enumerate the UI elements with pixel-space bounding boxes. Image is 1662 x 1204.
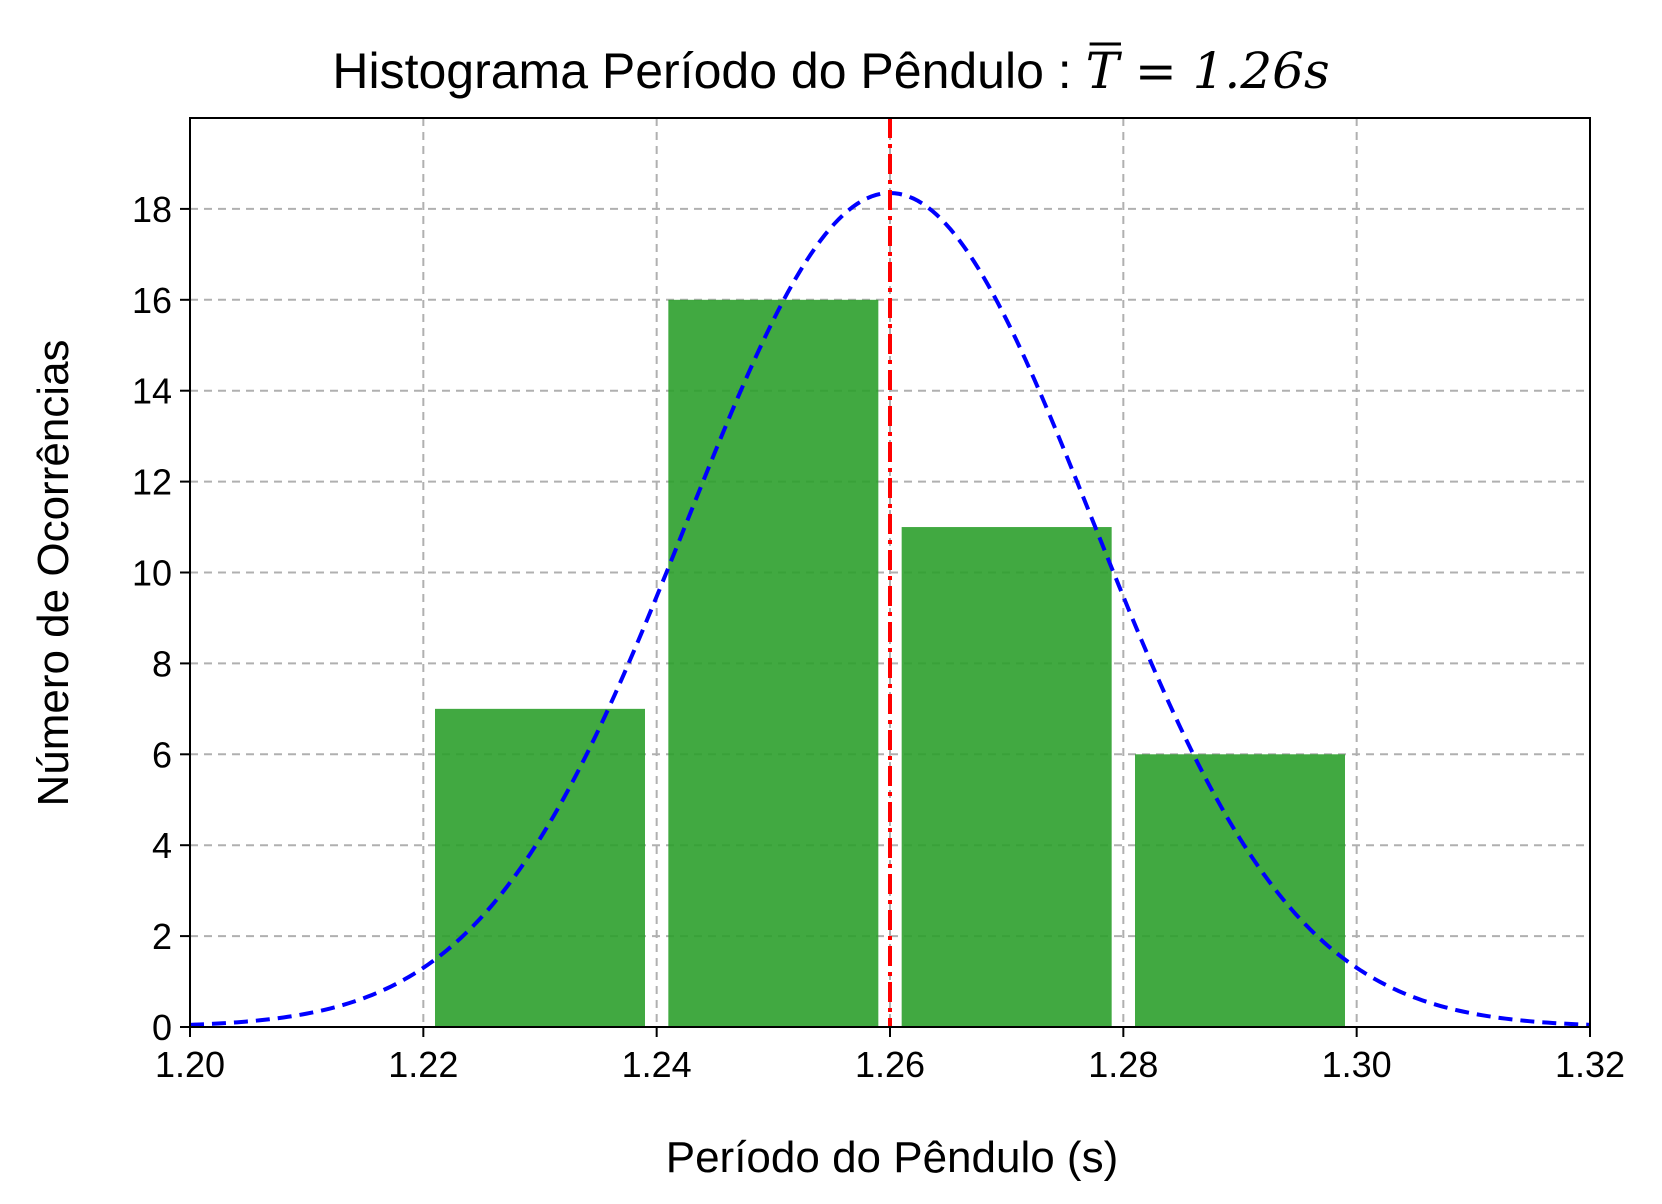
- y-tick-label: 14: [132, 371, 172, 412]
- x-axis-ticks: 1.20 1.22 1.24 1.26 1.28 1.30 1.32: [155, 1027, 1625, 1085]
- y-tick-label: 6: [152, 734, 172, 775]
- y-axis-ticks: 0 2 4 6 8 10 12 14 16 18: [132, 189, 190, 1048]
- x-tick-label: 1.24: [622, 1044, 692, 1085]
- x-tick-label: 1.20: [155, 1044, 225, 1085]
- y-tick-label: 4: [152, 825, 172, 866]
- y-tick-label: 18: [132, 189, 172, 230]
- x-tick-label: 1.22: [388, 1044, 458, 1085]
- y-tick-label: 16: [132, 280, 172, 321]
- x-tick-label: 1.30: [1322, 1044, 1392, 1085]
- y-axis-label: Número de Ocorrências: [29, 339, 78, 806]
- y-tick-label: 10: [132, 553, 172, 594]
- histogram-bars: [435, 299, 1345, 1027]
- chart-title-text: Histograma Período do Pêndulo :: [332, 43, 1085, 99]
- histogram-bar: [901, 527, 1112, 1027]
- x-tick-label: 1.32: [1555, 1044, 1625, 1085]
- histogram-bar: [1135, 754, 1345, 1027]
- y-tick-label: 2: [152, 916, 172, 957]
- y-tick-label: 12: [132, 462, 172, 503]
- x-tick-label: 1.28: [1088, 1044, 1158, 1085]
- chart-title-math: T = 1.26s: [1086, 42, 1330, 100]
- histogram-bar: [435, 708, 645, 1027]
- y-tick-label: 8: [152, 643, 172, 684]
- chart-title: Histograma Período do Pêndulo : T = 1.26…: [332, 42, 1329, 100]
- y-tick-label: 0: [152, 1007, 172, 1048]
- x-axis-label: Período do Pêndulo (s): [666, 1133, 1119, 1182]
- x-tick-label: 1.26: [855, 1044, 925, 1085]
- histogram-bar: [668, 299, 879, 1027]
